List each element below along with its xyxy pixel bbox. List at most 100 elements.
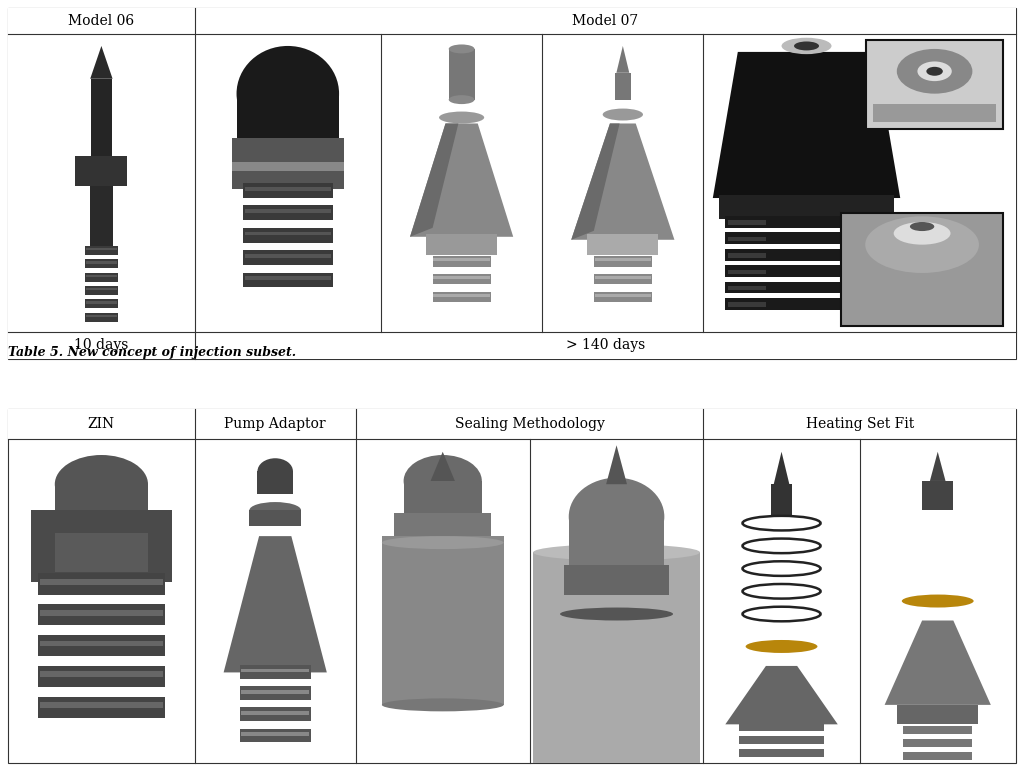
- Bar: [8, 8, 1016, 34]
- Bar: [394, 513, 492, 543]
- Ellipse shape: [257, 458, 293, 484]
- Ellipse shape: [449, 95, 474, 104]
- Bar: [245, 232, 331, 235]
- Bar: [86, 247, 117, 251]
- Bar: [85, 286, 118, 295]
- Bar: [594, 274, 652, 284]
- Polygon shape: [571, 123, 620, 240]
- Bar: [90, 186, 113, 249]
- Text: Heating Set Fit: Heating Set Fit: [806, 416, 913, 431]
- Ellipse shape: [894, 222, 950, 244]
- Polygon shape: [713, 52, 900, 198]
- Text: Model 06: Model 06: [69, 14, 134, 28]
- Bar: [38, 666, 165, 687]
- Bar: [243, 228, 333, 243]
- Bar: [594, 256, 652, 267]
- Bar: [8, 34, 195, 332]
- Bar: [614, 72, 631, 99]
- Bar: [594, 292, 652, 302]
- Bar: [76, 157, 128, 186]
- Polygon shape: [725, 666, 838, 724]
- Bar: [903, 752, 972, 760]
- Polygon shape: [885, 621, 991, 705]
- Ellipse shape: [449, 45, 474, 53]
- Bar: [242, 689, 309, 694]
- Bar: [243, 273, 333, 288]
- Bar: [240, 729, 310, 742]
- Bar: [903, 739, 972, 747]
- Bar: [40, 702, 163, 708]
- Polygon shape: [774, 452, 790, 484]
- Bar: [703, 34, 1016, 332]
- Bar: [91, 79, 112, 160]
- Bar: [86, 274, 117, 277]
- Bar: [231, 138, 344, 189]
- Bar: [897, 705, 978, 724]
- Ellipse shape: [927, 67, 943, 76]
- Bar: [595, 258, 651, 261]
- Bar: [243, 183, 333, 198]
- Polygon shape: [930, 452, 945, 481]
- Ellipse shape: [745, 640, 817, 653]
- Ellipse shape: [910, 222, 934, 231]
- Bar: [240, 708, 310, 721]
- Bar: [86, 301, 117, 304]
- Bar: [40, 641, 163, 646]
- Ellipse shape: [603, 109, 643, 120]
- Bar: [245, 210, 331, 213]
- Ellipse shape: [55, 455, 148, 513]
- Polygon shape: [616, 46, 630, 72]
- Ellipse shape: [560, 608, 673, 621]
- Ellipse shape: [237, 46, 339, 141]
- Bar: [231, 162, 344, 171]
- Ellipse shape: [568, 478, 665, 556]
- Bar: [403, 481, 482, 517]
- Bar: [841, 213, 1004, 326]
- Bar: [242, 668, 309, 672]
- Bar: [771, 484, 793, 517]
- Bar: [433, 258, 489, 261]
- Bar: [739, 736, 823, 744]
- Bar: [728, 270, 766, 274]
- Text: Model 07: Model 07: [572, 14, 638, 28]
- Polygon shape: [410, 123, 513, 237]
- Bar: [31, 510, 172, 581]
- Ellipse shape: [794, 42, 819, 50]
- Bar: [85, 259, 118, 268]
- Bar: [243, 206, 333, 221]
- Text: Pump Adaptor: Pump Adaptor: [224, 416, 326, 431]
- Bar: [725, 232, 888, 244]
- Bar: [595, 294, 651, 297]
- Bar: [8, 8, 1016, 359]
- Bar: [85, 273, 118, 281]
- Bar: [250, 510, 301, 527]
- Bar: [433, 276, 489, 279]
- Ellipse shape: [865, 217, 979, 273]
- Bar: [38, 574, 165, 594]
- Ellipse shape: [382, 536, 504, 549]
- Bar: [426, 234, 497, 254]
- Polygon shape: [223, 536, 327, 672]
- Bar: [432, 292, 490, 302]
- Text: Sealing Methodology: Sealing Methodology: [455, 416, 604, 431]
- Polygon shape: [430, 452, 455, 481]
- Bar: [85, 299, 118, 308]
- Ellipse shape: [534, 544, 700, 561]
- Bar: [728, 286, 766, 291]
- Bar: [38, 604, 165, 625]
- Bar: [728, 237, 766, 241]
- Ellipse shape: [897, 49, 973, 93]
- Bar: [739, 749, 823, 757]
- Bar: [55, 484, 148, 517]
- Ellipse shape: [382, 699, 504, 712]
- Bar: [725, 265, 888, 277]
- Bar: [245, 277, 331, 280]
- Bar: [40, 672, 163, 677]
- Bar: [719, 195, 894, 219]
- Bar: [40, 579, 163, 585]
- Ellipse shape: [918, 62, 951, 81]
- Bar: [588, 234, 658, 254]
- Bar: [38, 635, 165, 656]
- Bar: [245, 254, 331, 258]
- Bar: [8, 332, 1016, 359]
